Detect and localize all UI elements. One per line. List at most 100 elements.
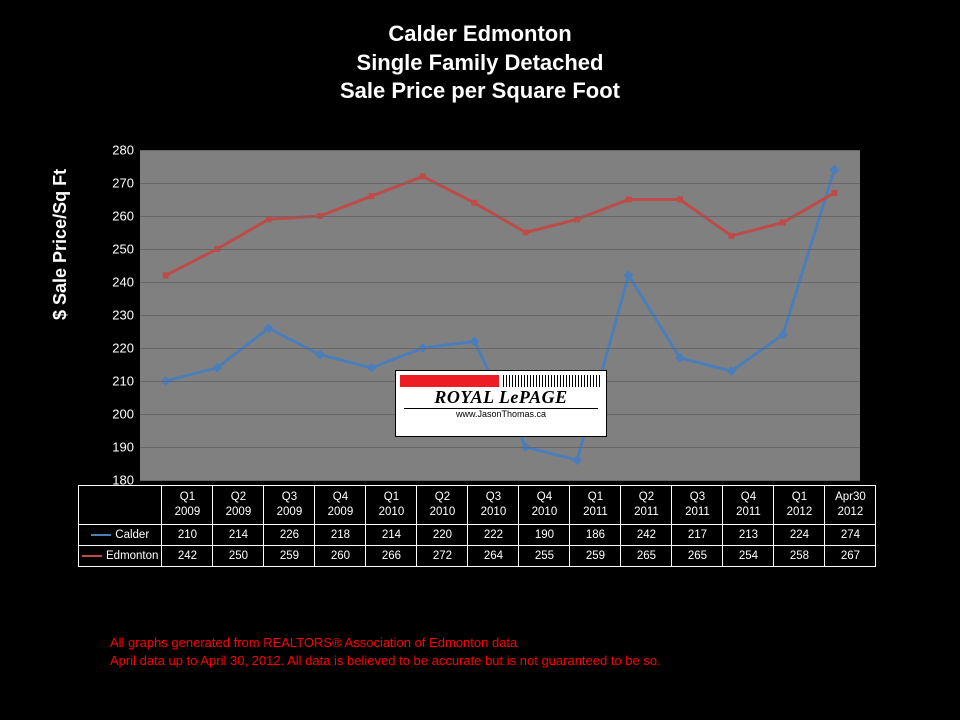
data-cell: 259 — [570, 545, 621, 566]
y-tick-label: 260 — [112, 209, 134, 224]
data-table: Q12009Q22009Q32009Q42009Q12010Q22010Q320… — [78, 485, 876, 567]
data-marker — [471, 200, 477, 206]
legend-swatch — [91, 534, 111, 536]
series-label-cell: Calder — [79, 524, 162, 545]
category-header: Q42011 — [723, 486, 774, 525]
y-tick-label: 280 — [112, 143, 134, 158]
gridline — [140, 447, 860, 448]
y-tick-label: 240 — [112, 275, 134, 290]
data-cell: 259 — [264, 545, 315, 566]
category-header: Q32009 — [264, 486, 315, 525]
data-marker — [368, 193, 374, 199]
data-cell: 213 — [723, 524, 774, 545]
data-cell: 265 — [621, 545, 672, 566]
category-header: Q42010 — [519, 486, 570, 525]
data-cell: 186 — [570, 524, 621, 545]
data-cell: 217 — [672, 524, 723, 545]
table-row: Edmonton24225025926026627226425525926526… — [79, 545, 876, 566]
gridline — [140, 315, 860, 316]
logo-bars — [396, 371, 606, 387]
category-header: Q32011 — [672, 486, 723, 525]
gridline — [140, 249, 860, 250]
title-line-2: Single Family Detached — [0, 49, 960, 78]
data-cell: 274 — [825, 524, 876, 545]
y-axis-title: $ Sale Price/Sq Ft — [50, 169, 71, 320]
data-marker — [829, 165, 839, 175]
data-cell: 222 — [468, 524, 519, 545]
gridline — [140, 282, 860, 283]
table-corner-cell — [79, 486, 162, 525]
data-marker — [626, 197, 632, 203]
data-cell: 266 — [366, 545, 417, 566]
data-cell: 254 — [723, 545, 774, 566]
logo-url-text: www.JasonThomas.ca — [404, 408, 598, 419]
category-header: Q32010 — [468, 486, 519, 525]
series-label-cell: Edmonton — [79, 545, 162, 566]
logo-red-bar — [400, 375, 499, 387]
logo-brand-text: ROYAL LePAGE — [396, 387, 606, 408]
footer-line-1: All graphs generated from REALTORS® Asso… — [110, 634, 661, 652]
data-cell: 258 — [774, 545, 825, 566]
y-tick-label: 210 — [112, 374, 134, 389]
data-marker — [315, 350, 325, 360]
gridline — [140, 183, 860, 184]
data-cell: 272 — [417, 545, 468, 566]
y-tick-label: 270 — [112, 176, 134, 191]
category-header: Q12011 — [570, 486, 621, 525]
data-cell: 267 — [825, 545, 876, 566]
data-marker — [523, 230, 529, 236]
data-cell: 214 — [213, 524, 264, 545]
category-header: Q22011 — [621, 486, 672, 525]
data-marker — [780, 220, 786, 226]
data-cell: 265 — [672, 545, 723, 566]
data-cell: 214 — [366, 524, 417, 545]
category-header: Q42009 — [315, 486, 366, 525]
data-cell: 255 — [519, 545, 570, 566]
data-cell: 242 — [621, 524, 672, 545]
table-header-row: Q12009Q22009Q32009Q42009Q12010Q22010Q320… — [79, 486, 876, 525]
gridline — [140, 348, 860, 349]
chart-container: Calder Edmonton Single Family Detached S… — [0, 0, 960, 720]
data-marker — [420, 173, 426, 179]
data-cell: 242 — [162, 545, 213, 566]
gridline — [140, 150, 860, 151]
logo-barcode — [503, 375, 602, 387]
data-cell: 260 — [315, 545, 366, 566]
plot-area: ROYAL LePAGE www.JasonThomas.ca 18019020… — [140, 150, 860, 480]
royal-lepage-logo: ROYAL LePAGE www.JasonThomas.ca — [395, 370, 607, 437]
data-cell: 264 — [468, 545, 519, 566]
data-marker — [572, 455, 582, 465]
data-marker — [163, 272, 169, 278]
y-tick-label: 250 — [112, 242, 134, 257]
data-marker — [266, 216, 272, 222]
category-header: Apr302012 — [825, 486, 876, 525]
footer-line-2: April data up to April 30, 2012. All dat… — [110, 652, 661, 670]
category-header: Q12010 — [366, 486, 417, 525]
title-line-3: Sale Price per Square Foot — [0, 77, 960, 106]
y-tick-label: 230 — [112, 308, 134, 323]
legend-swatch — [82, 555, 102, 557]
data-cell: 220 — [417, 524, 468, 545]
data-marker — [831, 190, 837, 196]
chart-title-block: Calder Edmonton Single Family Detached S… — [0, 0, 960, 106]
footer-disclaimer: All graphs generated from REALTORS® Asso… — [110, 634, 661, 670]
category-header: Q12009 — [162, 486, 213, 525]
series-line-edmonton — [166, 176, 835, 275]
y-tick-label: 190 — [112, 440, 134, 455]
data-marker — [677, 197, 683, 203]
data-cell: 226 — [264, 524, 315, 545]
data-marker — [469, 336, 479, 346]
title-line-1: Calder Edmonton — [0, 20, 960, 49]
data-marker — [728, 233, 734, 239]
y-tick-label: 220 — [112, 341, 134, 356]
data-marker — [366, 363, 376, 373]
gridline — [140, 216, 860, 217]
data-cell: 224 — [774, 524, 825, 545]
data-cell: 218 — [315, 524, 366, 545]
gridline — [140, 480, 860, 481]
category-header: Q22010 — [417, 486, 468, 525]
data-cell: 210 — [162, 524, 213, 545]
y-tick-label: 200 — [112, 407, 134, 422]
category-header: Q12012 — [774, 486, 825, 525]
data-cell: 250 — [213, 545, 264, 566]
